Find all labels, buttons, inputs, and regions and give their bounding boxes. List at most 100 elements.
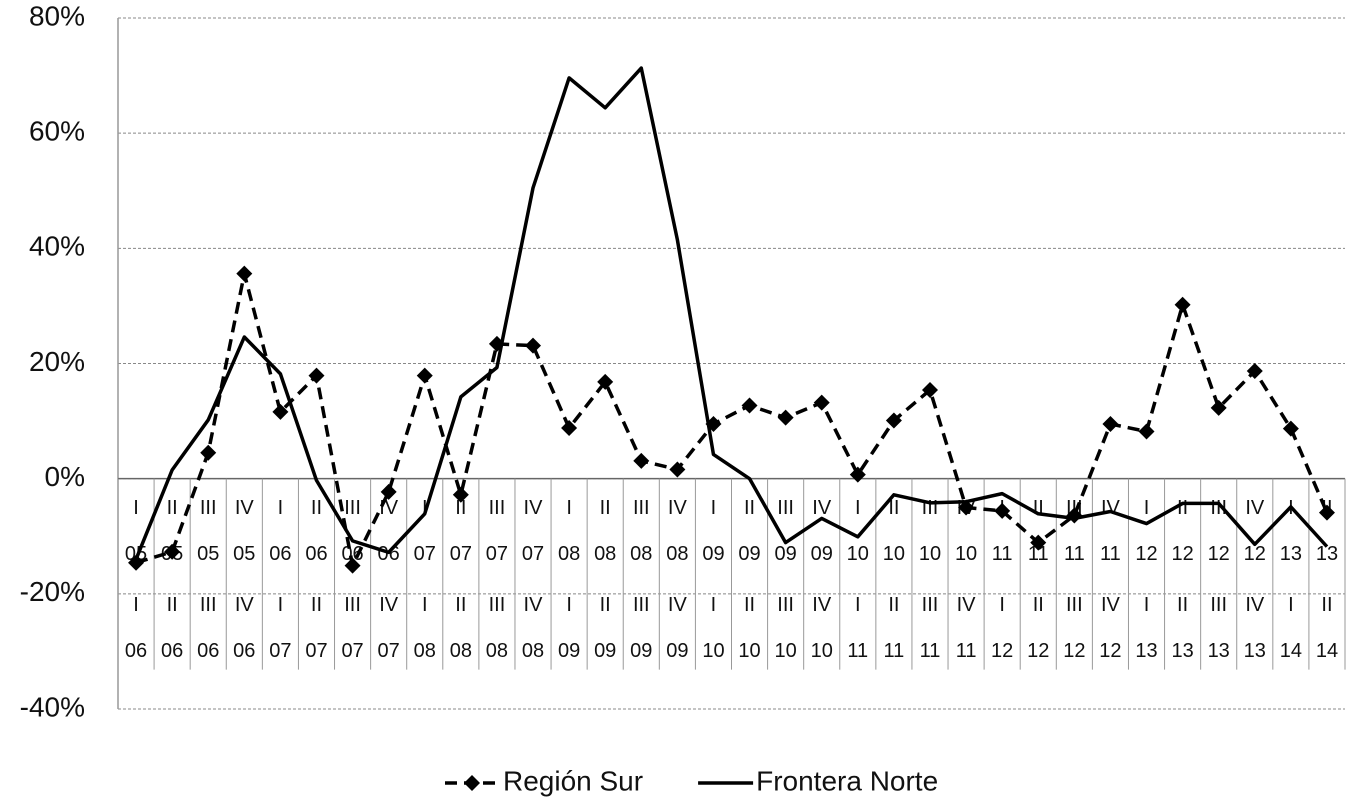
x-tick-label: IV <box>235 594 255 616</box>
x-tick-label: I <box>133 594 139 616</box>
data-point <box>597 373 614 390</box>
x-tick-label: 08 <box>522 640 544 662</box>
x-tick-label: II <box>888 594 899 616</box>
x-tick-label: 09 <box>811 543 833 565</box>
x-tick-label: 07 <box>414 543 436 565</box>
series-line <box>134 66 1329 560</box>
x-tick-label: I <box>566 497 572 519</box>
data-point <box>164 543 181 560</box>
x-tick-label: IV <box>379 594 399 616</box>
y-tick-label: 60% <box>29 116 85 147</box>
data-point <box>452 486 469 503</box>
x-tick-label: 12 <box>1244 543 1266 565</box>
y-tick-label: -20% <box>20 576 85 607</box>
x-tick-label: 11 <box>1100 543 1121 565</box>
data-point <box>308 367 325 384</box>
data-point <box>1246 362 1263 379</box>
x-tick-label: 07 <box>522 543 544 565</box>
data-point <box>813 394 830 411</box>
x-tick-label: 09 <box>558 640 580 662</box>
x-tick-label: 14 <box>1280 640 1302 662</box>
x-tick-label: 06 <box>161 640 183 662</box>
x-tick-label: 09 <box>738 543 760 565</box>
x-tick-label: II <box>311 497 322 519</box>
x-tick-label: 07 <box>341 640 363 662</box>
x-tick-label: III <box>489 497 506 519</box>
x-tick-label: 07 <box>378 640 400 662</box>
data-point <box>561 419 578 436</box>
x-tick-label: II <box>600 594 611 616</box>
x-tick-label: I <box>711 497 717 519</box>
x-tick-label: 13 <box>1244 640 1266 662</box>
x-tick-label: IV <box>957 594 977 616</box>
x-tick-label: IV <box>524 497 544 519</box>
x-tick-label: II <box>600 497 611 519</box>
x-tick-label: 07 <box>305 640 327 662</box>
x-tick-label: 13 <box>1135 640 1157 662</box>
x-tick-label: 09 <box>702 543 724 565</box>
x-tick-label: I <box>711 594 717 616</box>
y-tick-label: 80% <box>29 0 85 31</box>
x-tick-label: 06 <box>269 543 291 565</box>
x-tick-label: 12 <box>1099 640 1121 662</box>
data-point <box>633 452 650 469</box>
x-tick-label: 08 <box>486 640 508 662</box>
data-point <box>1030 534 1047 551</box>
x-tick-label: 08 <box>558 543 580 565</box>
x-tick-label: II <box>744 594 755 616</box>
data-point <box>416 367 433 384</box>
data-point <box>272 403 289 420</box>
data-point <box>1138 423 1155 440</box>
x-tick-label: 11 <box>884 640 905 662</box>
x-tick-label: 10 <box>775 640 797 662</box>
data-point <box>849 466 866 483</box>
x-tick-label: 11 <box>956 640 977 662</box>
x-tick-label: I <box>855 594 861 616</box>
x-tick-label: 07 <box>486 543 508 565</box>
x-tick-label: 10 <box>847 543 869 565</box>
data-point <box>1282 420 1299 437</box>
x-tick-label: 13 <box>1208 640 1230 662</box>
x-tick-label: I <box>422 594 428 616</box>
x-tick-label: III <box>1210 594 1227 616</box>
x-tick-label: III <box>777 594 794 616</box>
data-point <box>1102 415 1119 432</box>
x-tick-label: IV <box>812 497 832 519</box>
x-tick-label: 13 <box>1171 640 1193 662</box>
x-tick-label: IV <box>812 594 832 616</box>
x-tick-label: 06 <box>125 640 147 662</box>
x-tick-label: 07 <box>269 640 291 662</box>
x-tick-label: III <box>777 497 794 519</box>
x-tick-label: I <box>1144 594 1150 616</box>
x-tick-label: I <box>278 497 284 519</box>
x-tick-label: 11 <box>847 640 868 662</box>
x-tick-label: II <box>888 497 899 519</box>
x-tick-label: 06 <box>341 543 363 565</box>
x-tick-label: II <box>167 497 178 519</box>
x-tick-label: I <box>1288 594 1294 616</box>
x-tick-label: 12 <box>1171 543 1193 565</box>
x-tick-label: III <box>200 497 217 519</box>
x-tick-label: 12 <box>1135 543 1157 565</box>
x-tick-label: III <box>489 594 506 616</box>
x-tick-label: 10 <box>702 640 724 662</box>
data-point <box>200 444 217 461</box>
x-tick-label: IV <box>1101 594 1121 616</box>
data-point <box>344 557 361 574</box>
x-tick-label: 06 <box>305 543 327 565</box>
x-tick-label: 09 <box>666 640 688 662</box>
x-tick-label: 10 <box>811 640 833 662</box>
x-tick-label: IV <box>1245 497 1265 519</box>
x-tick-label: 13 <box>1280 543 1302 565</box>
x-tick-label: 07 <box>450 543 472 565</box>
x-tick-label: II <box>167 594 178 616</box>
x-tick-label: I <box>999 594 1005 616</box>
x-tick-label: III <box>633 497 650 519</box>
x-tick-label: I <box>1144 497 1150 519</box>
x-tick-label: 09 <box>775 543 797 565</box>
data-point <box>1210 399 1227 416</box>
data-point <box>236 265 253 282</box>
x-tick-label: 11 <box>920 640 941 662</box>
x-tick-label: 08 <box>666 543 688 565</box>
